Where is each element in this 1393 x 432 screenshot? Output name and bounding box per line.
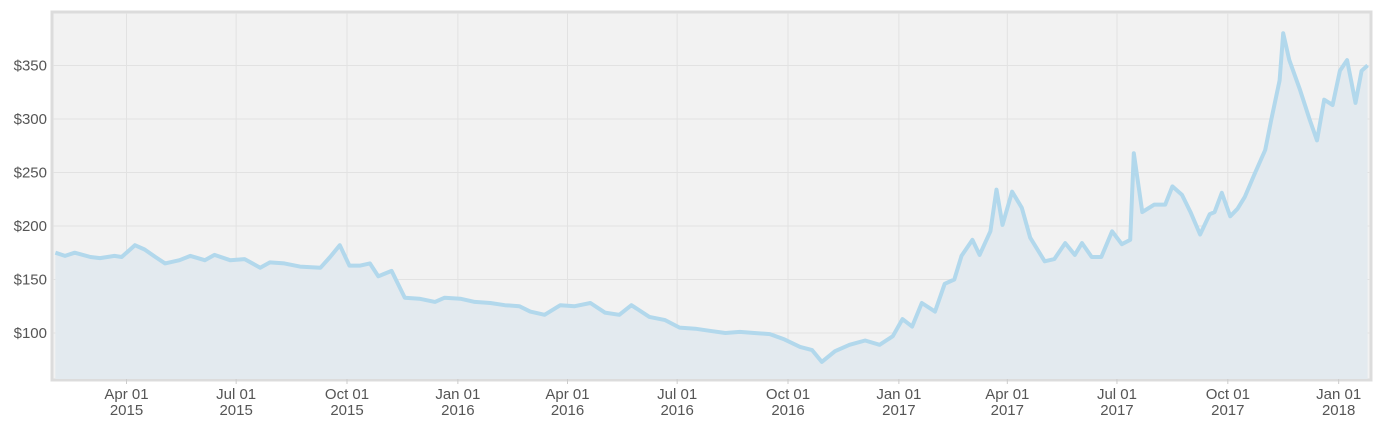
x-tick-label: Oct 01 2015 (325, 386, 369, 419)
x-tick-label: Jan 01 2017 (876, 386, 921, 419)
x-tick-label: Apr 01 2015 (104, 386, 148, 419)
x-tick-label: Jul 01 2015 (216, 386, 256, 419)
x-tick-label: Apr 01 2016 (545, 386, 589, 419)
y-tick-label: $150 (14, 271, 47, 288)
x-tick-label: Jan 01 2018 (1316, 386, 1361, 419)
x-tick-label: Oct 01 2017 (1206, 386, 1250, 419)
x-tick-label: Jul 01 2016 (657, 386, 697, 419)
y-tick-label: $350 (14, 57, 47, 74)
y-tick-label: $100 (14, 325, 47, 342)
y-tick-label: $300 (14, 111, 47, 128)
line (54, 31, 1369, 364)
x-tick-label: Apr 01 2017 (985, 386, 1029, 419)
y-tick-label: $250 (14, 164, 47, 181)
x-tick-label: Jan 01 2016 (435, 386, 480, 419)
area (55, 33, 1368, 380)
x-tick-label: Oct 01 2016 (766, 386, 810, 419)
x-tick-label: Jul 01 2017 (1097, 386, 1137, 419)
y-tick-label: $200 (14, 218, 47, 235)
